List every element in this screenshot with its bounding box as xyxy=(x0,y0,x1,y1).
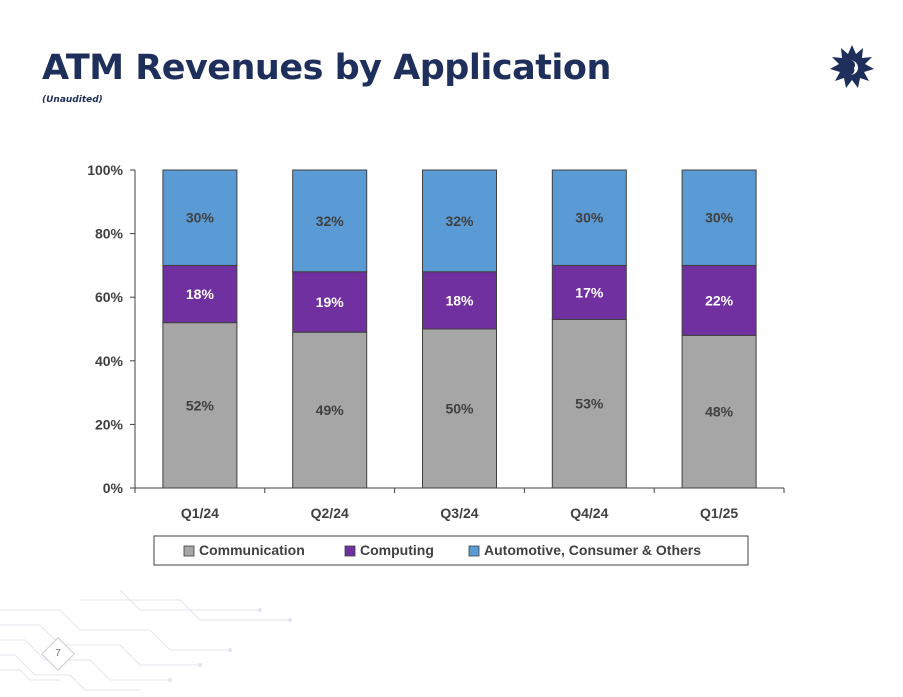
x-tick-label: Q3/24 xyxy=(440,505,478,521)
bar-segment xyxy=(292,331,368,489)
x-tick-label: Q1/24 xyxy=(181,505,219,521)
x-tick-label: Q1/25 xyxy=(700,505,738,521)
data-labels: 52% 18% 30% 49% 19% 32% 50% 18% 32% 53% 17% 30% 48% 2… xyxy=(186,210,734,420)
legend-swatch xyxy=(468,545,480,557)
data-label: 30% xyxy=(705,210,734,226)
bar-segment xyxy=(551,264,627,320)
bar-segment xyxy=(422,169,497,273)
bar-segment xyxy=(292,271,368,333)
data-label: 32% xyxy=(445,213,474,229)
data-label: 18% xyxy=(445,292,474,308)
y-tick-labels: 0% 20% 40% 60% 80% 100% xyxy=(87,162,123,496)
bars xyxy=(162,169,757,489)
slide-subtitle: (Unaudited) xyxy=(42,95,103,105)
x-tick-label: Q2/24 xyxy=(311,505,349,521)
y-tick-label: 60% xyxy=(95,289,124,305)
bar-segment xyxy=(162,264,238,324)
legend-swatch xyxy=(344,545,356,557)
y-tick-label: 40% xyxy=(95,353,124,369)
data-label: 30% xyxy=(186,210,215,226)
sun-face-logo-icon xyxy=(830,45,874,88)
data-label: 32% xyxy=(316,213,345,229)
legend-label: Automotive, Consumer & Others xyxy=(484,542,701,558)
data-label: 52% xyxy=(186,397,215,413)
data-label: 48% xyxy=(705,404,734,420)
data-label: 22% xyxy=(705,292,734,308)
data-label: 49% xyxy=(316,402,345,418)
stacked-bar-chart: 0%20%40%60%80%100% Q1/24 Q2/24 Q3/24 Q4/24 Q… xyxy=(87,162,785,566)
bar-segment xyxy=(292,169,368,273)
y-tick-label: 0% xyxy=(103,480,124,496)
bar-segment xyxy=(162,169,238,266)
axes xyxy=(130,169,785,493)
legend: Communication Computing Automotive, Consum… xyxy=(153,535,749,566)
data-label: 18% xyxy=(186,286,215,302)
data-label: 50% xyxy=(445,401,474,417)
data-label: 19% xyxy=(316,294,345,310)
bar-segment xyxy=(681,334,757,489)
bar-segment xyxy=(681,169,757,266)
bar-segment xyxy=(681,264,757,336)
data-label: 53% xyxy=(575,396,604,412)
bar-segment xyxy=(422,328,497,489)
legend-box xyxy=(153,535,749,566)
x-tick-labels: Q1/24 Q2/24 Q3/24 Q4/24 Q1/25 xyxy=(181,505,739,521)
bar-segment xyxy=(551,169,627,266)
page-number: 7 xyxy=(55,648,61,659)
bar-segment xyxy=(422,271,497,330)
legend-label: Computing xyxy=(360,542,434,558)
legend-swatch xyxy=(183,545,195,557)
x-tick-label: Q4/24 xyxy=(570,505,608,521)
y-tick-label: 80% xyxy=(95,226,124,242)
legend-label: Communication xyxy=(199,542,305,558)
data-label: 17% xyxy=(575,284,604,300)
y-tick-label: 100% xyxy=(87,162,123,178)
y-tick-label: 20% xyxy=(95,416,124,432)
slide-title: ATM Revenues by Application xyxy=(42,48,611,88)
bar-segment xyxy=(551,318,627,489)
data-label: 30% xyxy=(575,210,604,226)
